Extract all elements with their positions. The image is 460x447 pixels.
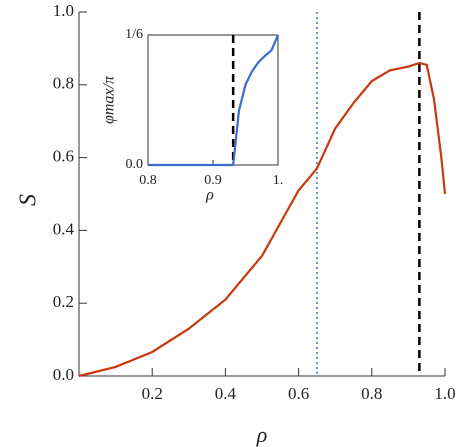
x-tick-label: 0.4 xyxy=(215,384,237,403)
x-axis-label: ρ xyxy=(205,187,214,204)
y-tick-label: 0.0 xyxy=(53,365,74,384)
y-tick-label: 0.6 xyxy=(53,147,74,166)
x-tick-label: 1.0 xyxy=(434,384,455,403)
inset-frame xyxy=(147,34,279,166)
curve xyxy=(78,61,447,378)
y-axis-label: φmax/π xyxy=(101,75,118,124)
y-tick-label: 0.8 xyxy=(53,74,74,93)
x-tick-label: 1. xyxy=(273,173,284,188)
y-tick-label: 0.2 xyxy=(53,292,74,311)
y-tick-label: 1.0 xyxy=(53,1,74,20)
x-axis-label: ρ xyxy=(256,422,268,447)
x-tick-label: 0.8 xyxy=(361,384,382,403)
y-tick-label: 0.4 xyxy=(53,219,75,238)
y-axis-label: S xyxy=(16,194,42,206)
y-tick-label: 1/6 xyxy=(125,27,143,42)
curve xyxy=(148,34,280,167)
x-tick-label: 0.9 xyxy=(204,173,222,188)
y-tick-label: 0.0 xyxy=(126,157,144,172)
x-tick-label: 0.2 xyxy=(142,384,163,403)
x-tick-label: 0.6 xyxy=(288,384,309,403)
x-tick-label: 0.8 xyxy=(139,173,157,188)
